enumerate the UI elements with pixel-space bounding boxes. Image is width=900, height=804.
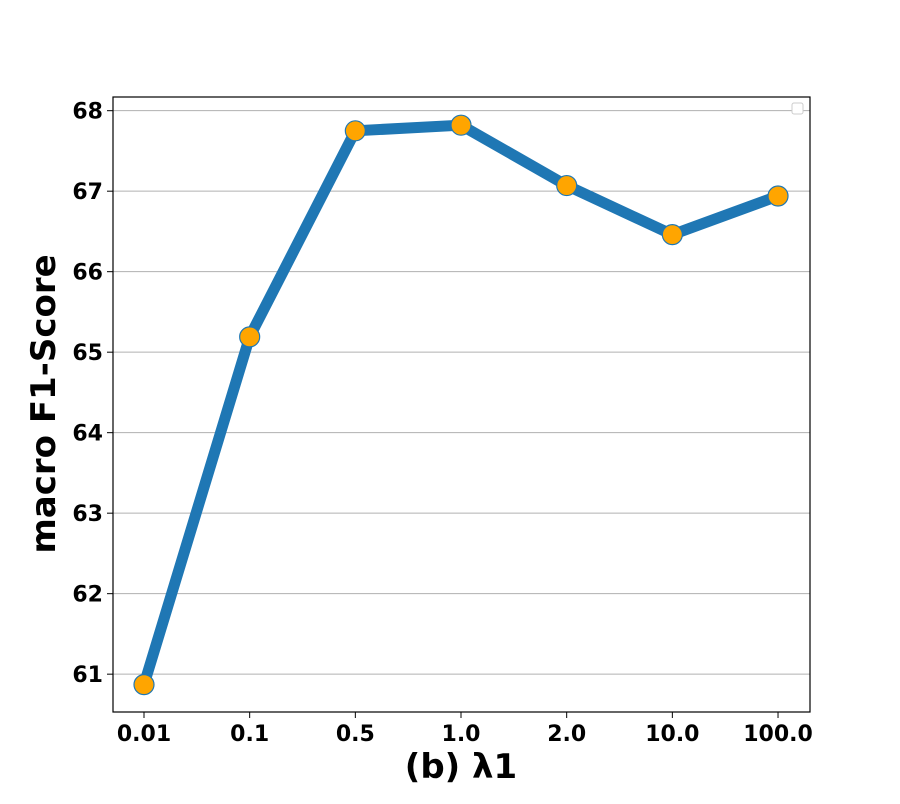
x-axis-title: (b) λ1 xyxy=(405,747,517,787)
data-point xyxy=(344,120,366,142)
data-point xyxy=(239,326,261,348)
data-point xyxy=(556,174,578,197)
y-tick-label: 65 xyxy=(72,341,103,366)
data-point xyxy=(767,185,789,207)
series-line xyxy=(138,119,780,687)
data-point xyxy=(450,114,472,136)
x-tick-label: 1.0 xyxy=(442,722,481,747)
y-axis-title: macro F1-Score xyxy=(24,254,64,553)
legend-box xyxy=(791,102,804,115)
y-tick-label: 68 xyxy=(72,100,103,125)
y-tick-label: 64 xyxy=(72,422,103,447)
x-tick-label: 2.0 xyxy=(547,722,586,747)
x-tick-label: 100.0 xyxy=(743,722,813,747)
y-tick-label: 62 xyxy=(72,583,103,608)
x-tick-label: 0.01 xyxy=(117,722,171,747)
x-tick-label: 0.1 xyxy=(230,722,269,747)
x-tick-label: 0.5 xyxy=(336,722,375,747)
y-tick-label: 63 xyxy=(72,502,103,527)
x-tick-label: 10.0 xyxy=(645,722,699,747)
data-point xyxy=(661,224,683,246)
y-tick-label: 66 xyxy=(72,261,103,286)
y-tick-label: 61 xyxy=(72,663,103,688)
data-point xyxy=(133,674,155,696)
y-tick-label: 67 xyxy=(72,180,103,205)
plot-frame xyxy=(112,96,811,713)
